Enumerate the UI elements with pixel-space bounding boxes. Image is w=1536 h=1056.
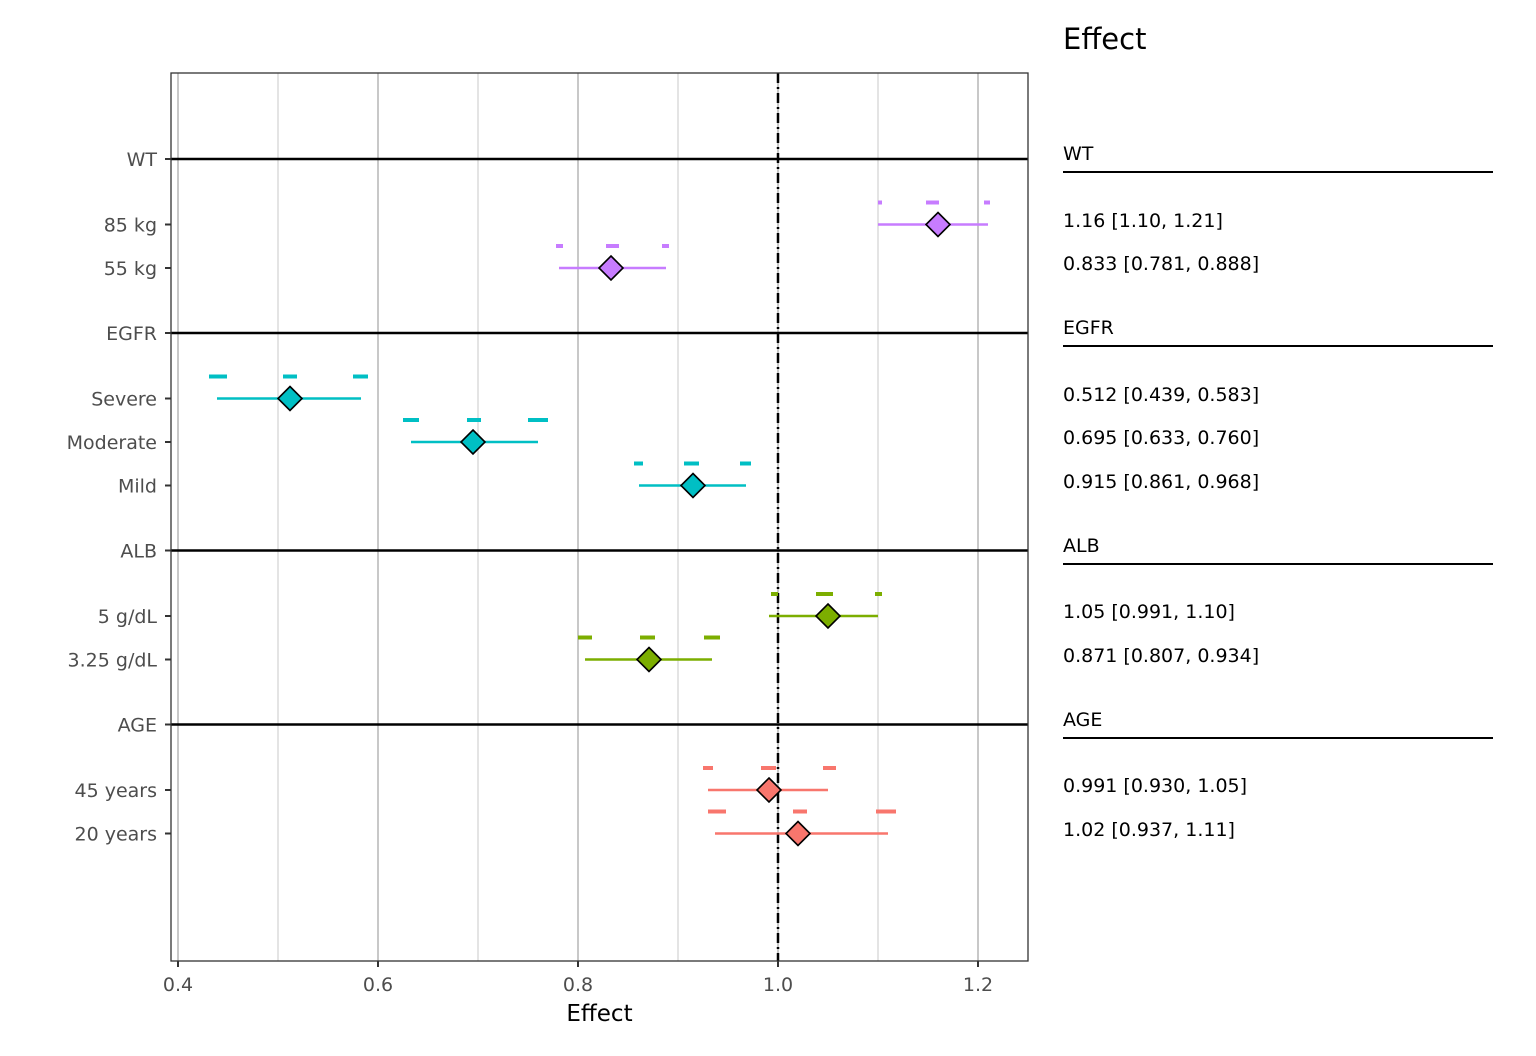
panel-border: [170, 72, 1029, 962]
y-tick-label: 3.25 g/dL: [68, 650, 158, 672]
y-tick-label: Moderate: [67, 432, 157, 454]
point-estimate-diamond: [597, 254, 625, 282]
x-tick-label: 0.4: [163, 974, 193, 996]
point-estimate-diamond: [635, 646, 663, 673]
side-group-label: WT: [1063, 143, 1094, 165]
x-tick-label: 1.2: [963, 974, 993, 996]
y-tick-label: 85 kg: [104, 215, 157, 237]
y-tick-label: ALB: [120, 541, 157, 563]
y-tick-label: Severe: [91, 389, 157, 411]
side-group-rule: [1063, 562, 1493, 565]
point-estimate-diamond: [679, 472, 707, 499]
side-row-value: 0.991 [0.930, 1.05]: [1063, 775, 1248, 797]
x-tick-label: 1.0: [763, 974, 793, 996]
side-group-label: ALB: [1063, 534, 1100, 557]
side-row-value: 0.833 [0.781, 0.888]: [1063, 253, 1260, 275]
point-estimate-diamond: [276, 385, 304, 412]
x-tick-label: 0.6: [363, 974, 393, 996]
side-group-label: AGE: [1063, 708, 1103, 731]
point-estimate-diamond: [784, 820, 812, 847]
side-row-value: 0.695 [0.633, 0.760]: [1063, 427, 1260, 449]
point-estimate-diamond: [755, 776, 783, 804]
y-tick-label: 55 kg: [104, 258, 157, 280]
y-tick-label: 5 g/dL: [98, 606, 158, 628]
point-estimate-diamond: [924, 211, 952, 238]
side-row-value: 1.16 [1.10, 1.21]: [1063, 209, 1223, 232]
point-estimate-diamond: [814, 602, 842, 630]
x-tick-label: 0.8: [563, 974, 593, 996]
y-tick-label: WT: [127, 149, 158, 171]
side-row-value: 0.871 [0.807, 0.934]: [1063, 644, 1260, 667]
point-estimate-diamond: [459, 428, 487, 456]
y-tick-label: 45 years: [74, 780, 157, 802]
x-axis-title: Effect: [566, 1001, 632, 1027]
side-row-value: 0.512 [0.439, 0.583]: [1063, 383, 1260, 406]
side-group-rule: [1063, 345, 1493, 347]
panel-background: [171, 73, 1028, 961]
side-group-rule: [1063, 171, 1493, 173]
side-group-label: EGFR: [1063, 317, 1114, 339]
side-group-rule: [1063, 736, 1493, 739]
y-tick-label: 20 years: [74, 824, 157, 846]
side-row-value: 1.05 [0.991, 1.10]: [1063, 601, 1235, 623]
side-row-value: 0.915 [0.861, 0.968]: [1063, 470, 1260, 493]
side-row-value: 1.02 [0.937, 1.11]: [1063, 818, 1235, 841]
y-tick-label: EGFR: [106, 323, 157, 345]
y-tick-label: AGE: [118, 715, 157, 737]
side-table-title: Effect: [1063, 22, 1147, 56]
y-tick-label: Mild: [118, 476, 157, 498]
